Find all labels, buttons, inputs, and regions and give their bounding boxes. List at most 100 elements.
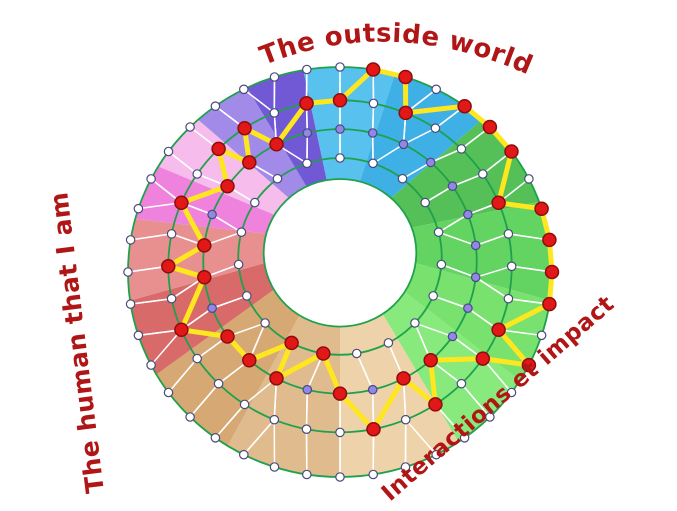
node xyxy=(233,259,244,270)
profile-node xyxy=(398,105,413,121)
ring-outline xyxy=(262,178,418,328)
node xyxy=(503,229,514,239)
profile-node xyxy=(197,270,212,285)
mesh-edge xyxy=(414,322,454,338)
node xyxy=(400,414,411,425)
node xyxy=(125,299,136,309)
sector-red-light xyxy=(128,218,267,301)
mesh-edge xyxy=(137,329,183,337)
node xyxy=(503,293,514,304)
node xyxy=(301,64,312,75)
node xyxy=(431,449,441,460)
mesh-edge xyxy=(474,265,513,279)
node xyxy=(367,128,378,138)
node xyxy=(335,62,345,72)
node xyxy=(506,387,517,398)
node xyxy=(477,169,488,179)
profile-node xyxy=(396,371,411,386)
mesh-edge xyxy=(372,143,405,165)
profile-node xyxy=(316,346,331,361)
mesh-edge xyxy=(189,382,220,418)
profile-node xyxy=(211,141,226,157)
mesh-edge xyxy=(167,150,198,175)
mesh-edge xyxy=(401,161,432,180)
node xyxy=(163,146,174,157)
node xyxy=(269,414,280,425)
mesh-edge xyxy=(437,213,469,233)
profile-node xyxy=(428,397,443,412)
node xyxy=(456,144,467,154)
node xyxy=(269,462,280,472)
node xyxy=(436,259,447,270)
node xyxy=(133,330,144,341)
node xyxy=(368,469,378,480)
profile-node xyxy=(534,201,549,216)
profile-node xyxy=(242,353,257,368)
node xyxy=(433,227,444,237)
node xyxy=(447,181,458,191)
profile-node xyxy=(161,259,176,274)
profile-node xyxy=(491,322,506,338)
mesh-edge xyxy=(129,233,173,241)
profile-node xyxy=(269,137,284,152)
node xyxy=(166,229,177,239)
node xyxy=(302,128,313,138)
profile-node xyxy=(237,120,252,136)
node xyxy=(207,209,217,220)
wheel-layers xyxy=(123,62,560,482)
node xyxy=(335,427,345,438)
node xyxy=(410,318,420,328)
profile-node xyxy=(521,357,537,373)
node xyxy=(400,462,411,472)
profile-node xyxy=(242,155,257,170)
mesh-edge xyxy=(432,295,469,309)
node xyxy=(470,272,481,283)
node xyxy=(210,101,221,111)
profile-node-layer xyxy=(161,62,560,437)
node xyxy=(302,158,312,169)
mesh-edge xyxy=(150,329,183,366)
node xyxy=(185,412,195,422)
mesh-edge xyxy=(451,173,484,187)
profile-node xyxy=(332,93,348,108)
node xyxy=(272,173,283,184)
node xyxy=(397,173,408,184)
node xyxy=(250,197,260,208)
profile-node xyxy=(542,296,557,312)
node xyxy=(213,378,224,389)
profile-node xyxy=(174,195,189,211)
node xyxy=(239,399,250,410)
mesh-edge xyxy=(440,263,477,279)
mesh-edge xyxy=(355,352,374,391)
node xyxy=(485,412,495,422)
node xyxy=(301,424,312,434)
profile-node xyxy=(544,264,560,280)
mesh-edge xyxy=(404,418,437,456)
node xyxy=(463,303,473,313)
mesh-edge xyxy=(424,185,454,204)
node xyxy=(192,353,202,364)
sector-cyan-light xyxy=(303,67,395,182)
node xyxy=(269,108,280,118)
node xyxy=(185,122,195,132)
mesh-edge xyxy=(371,102,375,134)
node xyxy=(524,174,534,184)
node xyxy=(192,169,202,179)
mesh-edge xyxy=(211,213,243,233)
node xyxy=(463,209,473,220)
node xyxy=(456,378,467,389)
node xyxy=(239,449,249,460)
profile-node xyxy=(398,69,413,85)
profile-node xyxy=(365,62,381,77)
node xyxy=(470,240,481,251)
sector-purple-light xyxy=(198,87,307,198)
node xyxy=(236,227,247,237)
node xyxy=(428,291,438,301)
mesh-edge xyxy=(211,295,248,309)
sector-tan-dark xyxy=(156,289,300,446)
label-human-that-i-am: The human that I am xyxy=(44,190,110,495)
mesh-edge xyxy=(137,202,183,210)
node xyxy=(260,318,270,328)
profile-node xyxy=(457,98,472,114)
node xyxy=(398,139,409,150)
